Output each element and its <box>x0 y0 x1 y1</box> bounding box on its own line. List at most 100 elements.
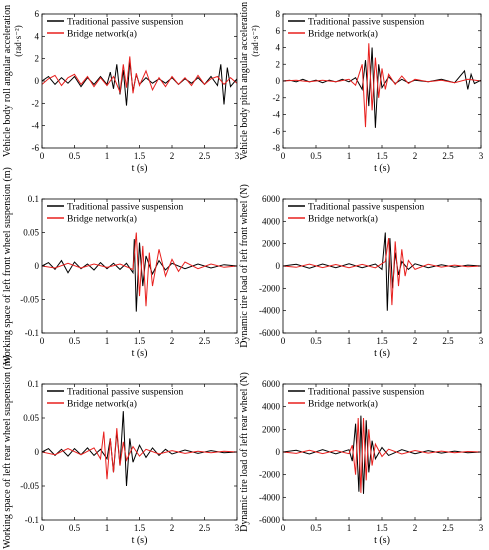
y-tick-label: 0 <box>276 447 281 457</box>
x-tick-label: 2.5 <box>442 523 454 533</box>
x-axis-label: t (s) <box>374 163 390 174</box>
y-tick-label: 6 <box>276 26 281 36</box>
y-tick-label: -0.1 <box>25 328 39 338</box>
y-tick-label: -4 <box>273 110 281 120</box>
series-line-bridge <box>42 428 237 480</box>
chart-panel-6: 0 0.5 1 1.5 2 2.5 3 6000 4000 2000 0 -2000 -4000 -600… <box>239 372 484 546</box>
y-axis-label: Vehicle body roll angular acceleration <box>2 5 13 157</box>
chart-panel-4: 0 0.5 1 1.5 2 2.5 3 6000 4000 2000 0 -2000 -4000 -600… <box>239 184 484 359</box>
series-line-passive <box>283 232 481 311</box>
x-tick-label: 2.5 <box>442 336 454 346</box>
x-tick-label: 0.5 <box>310 523 322 533</box>
y-tick-label: 0.1 <box>28 194 39 204</box>
x-axis-label: t (s) <box>132 535 148 546</box>
y-tick-label: -2 <box>32 98 40 108</box>
y-tick-label: 2 <box>276 59 281 69</box>
x-tick-label: 2.5 <box>199 523 211 533</box>
x-tick-label: 2 <box>413 151 418 161</box>
x-tick-label: 3 <box>479 336 484 346</box>
x-tick-label: 2.5 <box>199 336 211 346</box>
legend-entry: Traditional passive suspension <box>67 388 184 398</box>
y-axis-label: Working space of left rear wheel suspens… <box>2 355 13 549</box>
x-tick-label: 0 <box>40 336 45 346</box>
y-tick-label: 4 <box>276 43 281 53</box>
x-tick-label: 1.5 <box>376 151 388 161</box>
y-tick-label: -6 <box>32 143 40 153</box>
series-line-passive <box>42 411 237 487</box>
x-axis-label: t (s) <box>132 348 148 359</box>
series-line-passive <box>42 239 237 312</box>
chart-panel-5: 0 0.5 1 1.5 2 2.5 3 0.1 0.05 0 -0.05 -0.1 t (s) Worki… <box>2 355 240 549</box>
legend-entry: Bridge network(a) <box>67 214 137 225</box>
x-tick-label: 1 <box>105 151 110 161</box>
y-tick-label: 0 <box>35 447 40 457</box>
y-tick-label: -8 <box>273 143 281 153</box>
x-tick-label: 2 <box>413 523 418 533</box>
y-tick-label: 2000 <box>262 424 281 434</box>
y-tick-label: 0.1 <box>28 379 39 389</box>
y-tick-label: 4000 <box>262 216 281 226</box>
x-tick-label: 2 <box>170 523 175 533</box>
series-line-bridge <box>42 232 237 307</box>
x-axis-label: t (s) <box>132 163 148 174</box>
chart-panel-2: 0 0.5 1 1.5 2 2.5 3 8 6 4 2 0 -2 -4 -6 -8 t (s) Vehicle b… <box>239 2 484 174</box>
x-tick-label: 1 <box>105 523 110 533</box>
legend-entry: Traditional passive suspension <box>67 18 184 28</box>
series-line-bridge <box>283 417 481 493</box>
y-tick-label: 4 <box>35 31 40 41</box>
x-tick-label: 0 <box>40 523 45 533</box>
y-tick-label: -6000 <box>259 328 280 338</box>
series-line-bridge <box>283 238 481 306</box>
x-tick-label: 2 <box>170 151 175 161</box>
y-tick-label: -4000 <box>259 306 280 316</box>
y-tick-label: 0.05 <box>23 228 39 238</box>
y-axis-unit: (rad·s⁻²) <box>250 25 260 56</box>
y-tick-label: 4000 <box>262 402 281 412</box>
chart-panel-1: 0 0.5 1 1.5 2 2.5 3 6 4 2 0 -2 -4 -6 t (s) Vehicle body… <box>2 5 240 174</box>
y-tick-label: 0 <box>276 76 281 86</box>
series-line-bridge <box>42 56 237 95</box>
x-tick-label: 0.5 <box>310 336 322 346</box>
chart-panel-3: 0 0.5 1 1.5 2 2.5 3 0.1 0.05 0 -0.05 -0.1 t (s) Worki… <box>2 167 240 365</box>
x-tick-label: 0 <box>281 523 286 533</box>
y-axis-label: Vehicle body pitch angular acceleration <box>239 2 250 160</box>
x-tick-label: 1 <box>347 336 352 346</box>
y-axis-label: Working space of left front wheel suspen… <box>2 167 13 365</box>
x-tick-label: 2 <box>170 336 175 346</box>
x-tick-label: 0 <box>281 151 286 161</box>
x-tick-label: 1.5 <box>134 523 146 533</box>
x-tick-label: 1.5 <box>376 523 388 533</box>
y-tick-label: -4000 <box>259 492 280 502</box>
y-tick-label: -6 <box>273 126 281 136</box>
y-tick-label: 6000 <box>262 379 281 389</box>
x-tick-label: 0.5 <box>69 151 81 161</box>
y-tick-label: 2000 <box>262 239 281 249</box>
x-tick-label: 3 <box>235 151 240 161</box>
legend-entry: Bridge network(a) <box>308 29 378 40</box>
series-line-passive <box>283 47 481 128</box>
y-tick-label: 6 <box>35 9 40 19</box>
x-tick-label: 3 <box>235 523 240 533</box>
x-tick-label: 0 <box>281 336 286 346</box>
x-tick-label: 1 <box>347 523 352 533</box>
y-tick-label: -0.05 <box>20 295 39 305</box>
y-tick-label: 2 <box>35 54 40 64</box>
y-tick-label: 0 <box>276 261 281 271</box>
y-axis-unit: (rad·s⁻²) <box>13 25 23 56</box>
y-tick-label: -6000 <box>259 515 280 525</box>
y-tick-label: 8 <box>276 9 281 19</box>
x-tick-label: 3 <box>235 336 240 346</box>
x-axis-label: t (s) <box>374 535 390 546</box>
y-tick-label: -0.1 <box>25 515 39 525</box>
x-tick-label: 1.5 <box>134 151 146 161</box>
x-tick-label: 0.5 <box>69 336 81 346</box>
x-tick-label: 3 <box>479 151 484 161</box>
series-line-passive <box>42 60 237 106</box>
